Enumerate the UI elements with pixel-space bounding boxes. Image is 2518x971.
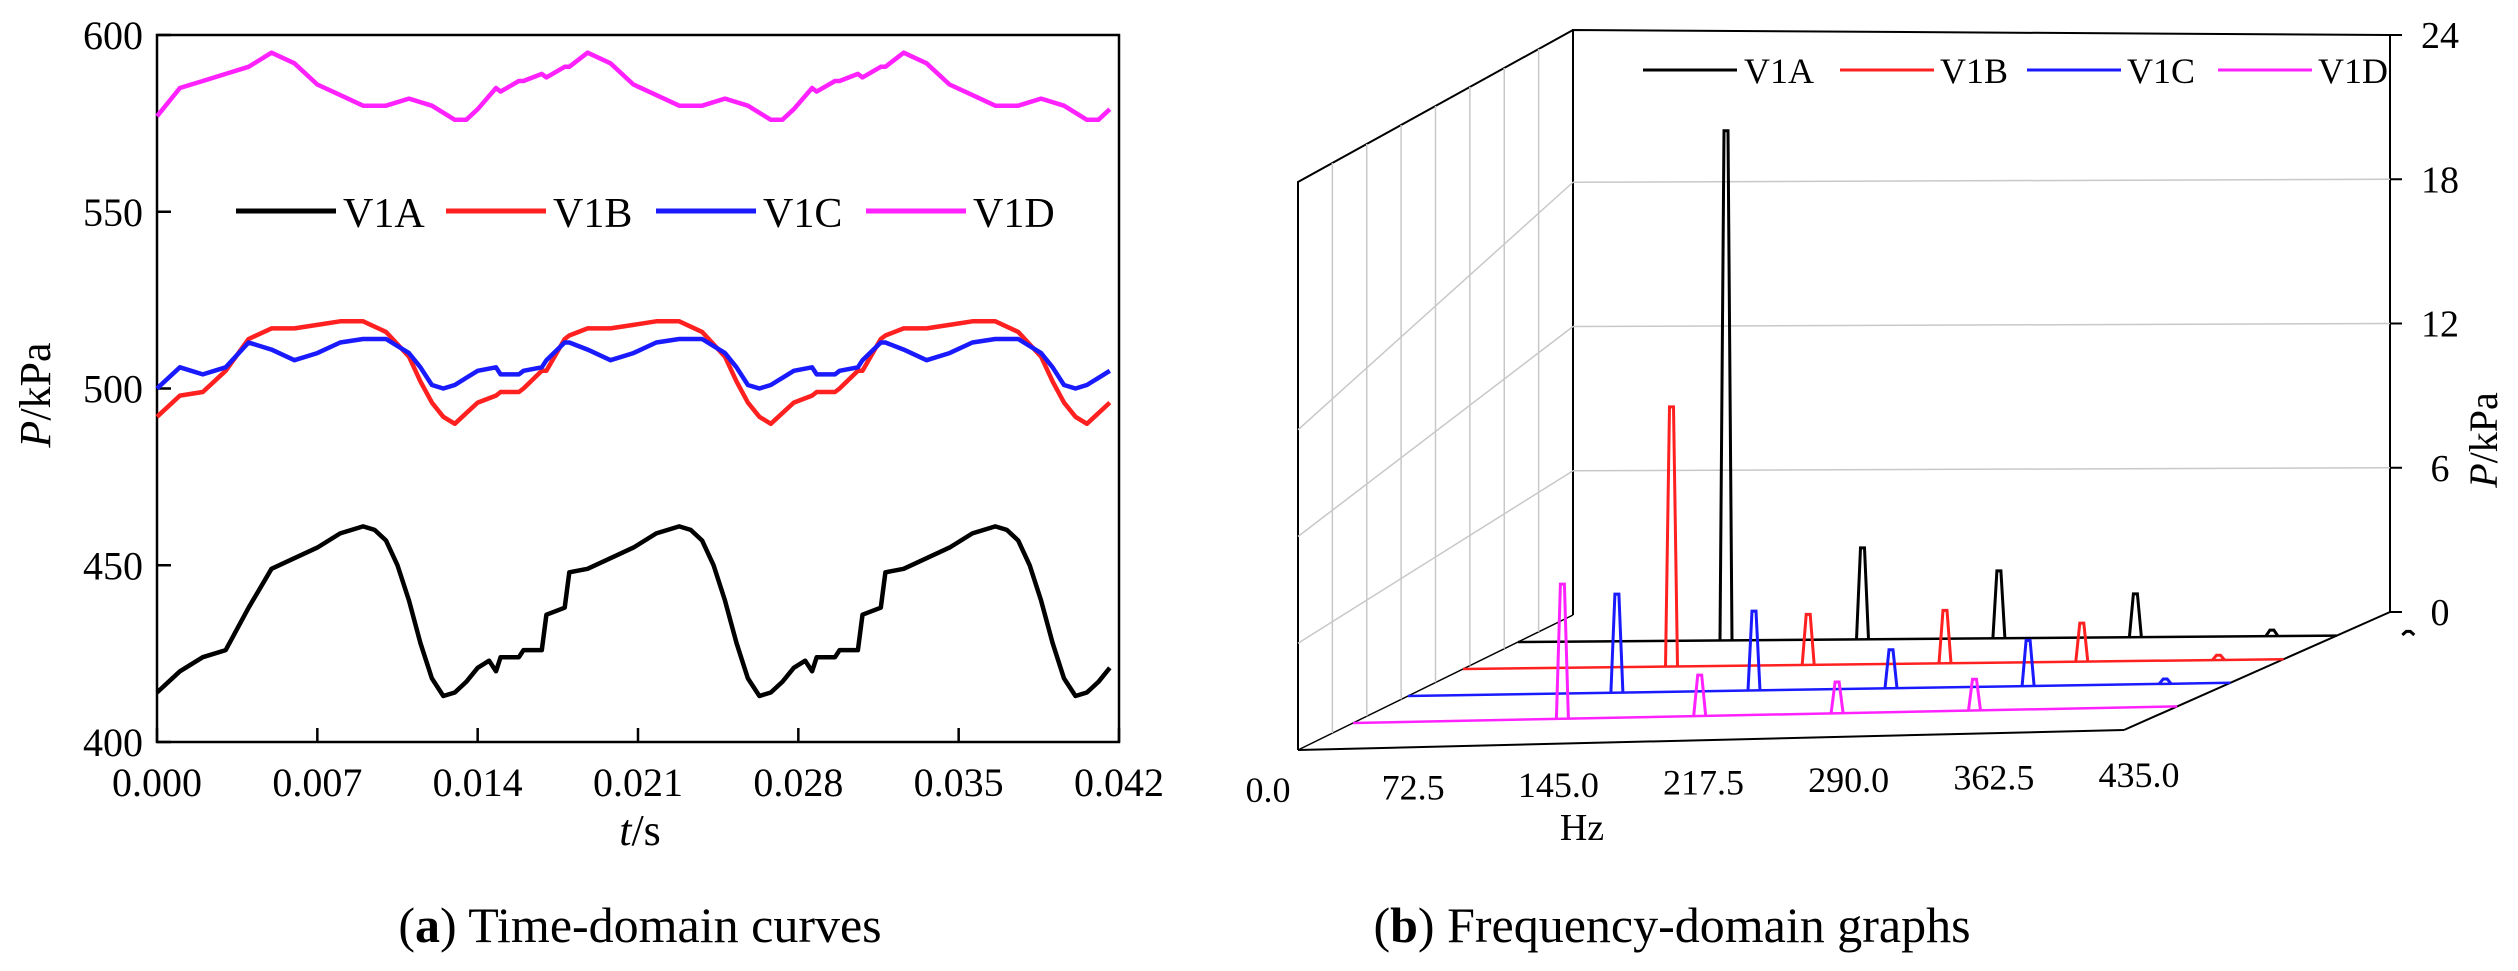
x-tick-label-b: 217.5 — [1663, 763, 1744, 803]
spectrum-peak-v1c — [1609, 592, 1625, 693]
x-tick-label-a: 0.021 — [593, 760, 683, 805]
z-grid-b — [1572, 467, 2391, 472]
x-axis-label-b: Hz — [1560, 807, 1604, 849]
plot-frame-a — [155, 33, 1121, 744]
spectrum-baseline-v1a — [1517, 634, 2337, 644]
z-grid-b — [1572, 322, 2391, 328]
x-tick-label-a: 0.028 — [753, 760, 843, 805]
spectrum-peak-v1b — [1664, 405, 1679, 667]
frequency-domain-chart: 0 6 12 18 24 0.0 72.5 145.0 217.5 290.0 362.5 435.0… — [1246, 15, 2507, 849]
legend-label-v1b-b: V1B — [1940, 51, 2008, 91]
legend-label-v1c-b: V1C — [2127, 51, 2195, 91]
spectrum-peak-v1d — [1554, 582, 1570, 719]
back-wall-b — [1572, 28, 2391, 615]
spectrum-peak-v1d — [1829, 680, 1845, 714]
x-tick-label-a: 0.007 — [272, 760, 362, 805]
spectrum-baseline-v1c — [1407, 681, 2231, 698]
grid-b — [1297, 28, 2391, 751]
spectrum-baseline-v1d — [1352, 705, 2178, 725]
time-domain-chart: 0.000 0.007 0.014 0.021 0.028 0.035 0.042 400 45… — [11, 13, 1164, 855]
series-line-v1a — [155, 524, 1112, 699]
x-tick-label-b: 145.0 — [1518, 765, 1599, 805]
spectrum-peak-v1a — [1855, 546, 1870, 640]
spectrum-peak-v1a — [1718, 129, 1734, 641]
y-tick-label-a: 550 — [83, 190, 143, 235]
series-lines-a — [155, 50, 1112, 699]
legend-label-v1a: V1A — [343, 191, 425, 237]
y-tick-label-a: 400 — [83, 720, 143, 765]
x-tick-label-b: 72.5 — [1382, 768, 1445, 808]
x-tick-label-b: 435.0 — [2099, 755, 2180, 795]
right-floor-edge-b — [2123, 611, 2391, 731]
axis-ticks-a: 0.000 0.007 0.014 0.021 0.028 0.035 0.042 400 45… — [83, 13, 1164, 805]
left-wall-b — [1297, 29, 1574, 750]
legend-label-v1a-b: V1A — [1744, 51, 1814, 91]
spectrum-peak-v1a — [2401, 629, 2416, 637]
z-tick-label-b: 18 — [2421, 159, 2459, 201]
spectrum-peak-v1d — [1967, 677, 1982, 711]
legend-label-v1d: V1D — [973, 191, 1055, 237]
legend-label-v1b: V1B — [553, 191, 632, 237]
x-tick-label-a: 0.014 — [433, 760, 523, 805]
y-tick-label-a: 600 — [83, 13, 143, 58]
z-tick-label-b: 0 — [2431, 592, 2450, 634]
x-tick-label-a: 0.000 — [112, 760, 202, 805]
x-tick-label-b: 362.5 — [1953, 758, 2034, 798]
spectrum-peak-v1b — [2211, 653, 2226, 661]
x-tick-label-a: 0.042 — [1074, 760, 1164, 805]
caption-b: (b) Frequency-domain graphs — [1373, 897, 1970, 953]
spectrum-peak-v1c — [1746, 609, 1762, 691]
legend-label-v1c: V1C — [763, 191, 842, 237]
axis-ticks-b: 0 6 12 18 24 0.0 72.5 145.0 217.5 290.0 362.5 435.0 — [1246, 15, 2460, 810]
z-tick-label-b: 24 — [2421, 15, 2459, 57]
x-tick-label-b: 0.0 — [1246, 770, 1291, 810]
z-tick-label-b: 12 — [2421, 304, 2459, 346]
spectrum-peak-v1d — [1692, 673, 1708, 717]
y-axis-label-b: P/kPa — [2461, 392, 2506, 489]
z-tick-label-b: 6 — [2431, 448, 2450, 490]
x-tick-label-b: 290.0 — [1808, 760, 1889, 800]
spectrum-baseline-v1b — [1462, 657, 2284, 671]
y-tick-label-a: 450 — [83, 543, 143, 588]
legend-label-v1d-b: V1D — [2318, 51, 2388, 91]
spectrum-peak-v1a — [2264, 628, 2280, 637]
y-axis-label-a: P/kPa — [11, 342, 60, 448]
series-line-v1d — [155, 50, 1112, 123]
z-grid-b — [1572, 178, 2391, 183]
x-axis-label-a: t/s — [619, 806, 661, 855]
spectrum-peak-v1b — [1937, 608, 1953, 664]
spectrum-peak-v1c — [2020, 638, 2036, 687]
caption-a: (a) Time-domain curves — [398, 897, 881, 953]
series-line-v1c — [155, 336, 1111, 391]
spectrum-peak-v1b — [1800, 612, 1816, 666]
series-spectra-b — [1352, 129, 2416, 725]
legend-a: V1A V1B V1C V1D — [236, 191, 1055, 237]
y-tick-label-a: 500 — [83, 367, 143, 412]
legend-b: V1A V1B V1C V1D — [1643, 51, 2388, 91]
spectrum-peak-v1b — [2074, 621, 2090, 662]
spectrum-peak-v1c — [2158, 677, 2173, 685]
x-tick-label-a: 0.035 — [914, 760, 1004, 805]
spectrum-peak-v1a — [2127, 592, 2143, 638]
series-line-v1b — [155, 319, 1112, 427]
spectrum-peak-v1c — [1883, 648, 1899, 689]
front-floor-edge-b — [1297, 729, 2125, 751]
spectrum-peak-v1a — [1991, 569, 2007, 639]
